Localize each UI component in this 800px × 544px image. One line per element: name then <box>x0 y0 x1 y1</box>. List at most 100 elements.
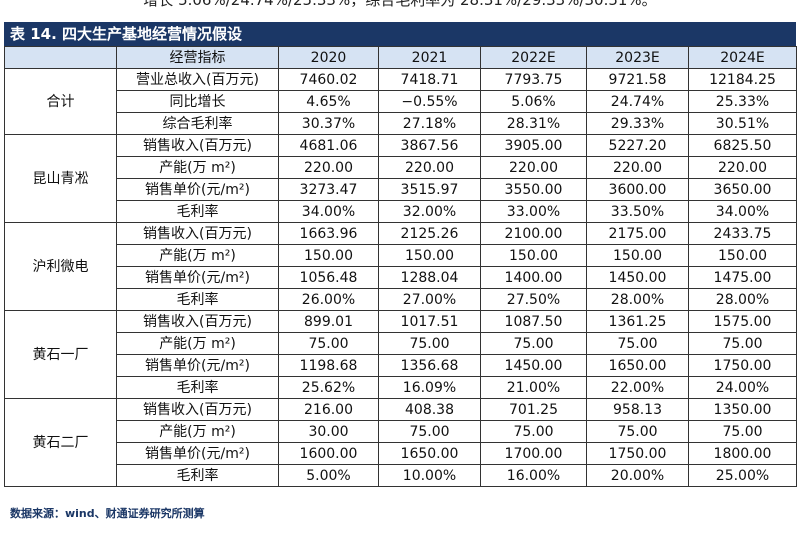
value-cell: 1288.04 <box>378 266 481 289</box>
value-cell: 16.00% <box>480 464 587 487</box>
value-cell: 150.00 <box>688 244 797 267</box>
metric-cell: 销售收入(百万元) <box>116 134 279 157</box>
value-cell: 701.25 <box>480 398 587 421</box>
table-row: 产能(万 m²) 75.00 75.00 75.00 75.00 75.00 <box>5 332 797 355</box>
table-row: 毛利率 5.00% 10.00% 16.00% 20.00% 25.00% <box>5 464 797 487</box>
metric-cell: 综合毛利率 <box>116 112 279 135</box>
value-cell: 150.00 <box>480 244 587 267</box>
value-cell: 75.00 <box>586 332 689 355</box>
header-cell-year: 2023E <box>586 46 689 69</box>
table-row: 产能(万 m²) 150.00 150.00 150.00 150.00 150.00 <box>5 244 797 267</box>
table-row: 沪利微电 销售收入(百万元) 1663.96 2125.26 2100.00 2175.0… <box>4 222 797 311</box>
value-cell: 5227.20 <box>586 134 689 157</box>
value-cell: 27.00% <box>378 288 481 311</box>
value-cell: −0.55% <box>378 90 481 113</box>
value-cell: 3905.00 <box>480 134 587 157</box>
value-cell: 220.00 <box>378 156 481 179</box>
value-cell: 5.06% <box>480 90 587 113</box>
value-cell: 1450.00 <box>586 266 689 289</box>
value-cell: 27.18% <box>378 112 481 135</box>
value-cell: 7793.75 <box>480 68 587 91</box>
header-cell-year: 2021 <box>378 46 481 69</box>
value-cell: 3550.00 <box>480 178 587 201</box>
metric-cell: 毛利率 <box>116 200 279 223</box>
metric-cell: 毛利率 <box>116 376 279 399</box>
metric-cell: 同比增长 <box>116 90 279 113</box>
value-cell: 16.09% <box>378 376 481 399</box>
value-cell: 220.00 <box>688 156 797 179</box>
value-cell: 5.00% <box>278 464 379 487</box>
value-cell: 25.62% <box>278 376 379 399</box>
value-cell: 4.65% <box>278 90 379 113</box>
value-cell: 75.00 <box>586 420 689 443</box>
table-row: 毛利率 26.00% 27.00% 27.50% 28.00% 28.00% <box>5 288 797 311</box>
value-cell: 1600.00 <box>278 442 379 465</box>
table-row: 销售单价(元/m²) 1198.68 1356.68 1450.00 1650.00 17… <box>5 354 797 377</box>
value-cell: 1400.00 <box>480 266 587 289</box>
metric-cell: 销售收入(百万元) <box>116 398 279 421</box>
value-cell: 1700.00 <box>480 442 587 465</box>
table-row: 合计 营业总收入(百万元) 7460.02 7418.71 7793.75 9721.58… <box>4 68 797 135</box>
value-cell: 4681.06 <box>278 134 379 157</box>
table-row: 毛利率 34.00% 32.00% 33.00% 33.50% 34.00% <box>5 200 797 223</box>
value-cell: 24.00% <box>688 376 797 399</box>
value-cell: 1650.00 <box>378 442 481 465</box>
value-cell: 1475.00 <box>688 266 797 289</box>
value-cell: 33.00% <box>480 200 587 223</box>
metric-cell: 销售单价(元/m²) <box>116 354 279 377</box>
value-cell: 12184.25 <box>688 68 797 91</box>
value-cell: 150.00 <box>278 244 379 267</box>
value-cell: 28.31% <box>480 112 587 135</box>
table-title: 表 14. 四大生产基地经营情况假设 <box>4 22 796 46</box>
header-row: 经营指标 2020 2021 2022E 2023E 2024E <box>4 46 797 69</box>
value-cell: 27.50% <box>480 288 587 311</box>
metric-cell: 产能(万 m²) <box>116 332 279 355</box>
metric-cell: 产能(万 m²) <box>116 420 279 443</box>
value-cell: 25.33% <box>688 90 797 113</box>
metric-cell: 营业总收入(百万元) <box>116 68 279 91</box>
value-cell: 9721.58 <box>586 68 689 91</box>
table-row: 销售单价(元/m²) 3273.47 3515.97 3550.00 3600.00 36… <box>5 178 797 201</box>
value-cell: 22.00% <box>586 376 689 399</box>
metric-cell: 销售单价(元/m²) <box>116 442 279 465</box>
value-cell: 75.00 <box>480 332 587 355</box>
value-cell: 34.00% <box>688 200 797 223</box>
value-cell: 29.33% <box>586 112 689 135</box>
value-cell: 34.00% <box>278 200 379 223</box>
value-cell: 1575.00 <box>688 310 797 333</box>
table-row: 黄石二厂 销售收入(百万元) 216.00 408.38 701.25 958.13 135… <box>4 398 797 487</box>
value-cell: 75.00 <box>278 332 379 355</box>
table-row: 销售单价(元/m²) 1056.48 1288.04 1400.00 1450.00 14… <box>5 266 797 289</box>
table-row: 产能(万 m²) 220.00 220.00 220.00 220.00 220.00 <box>5 156 797 179</box>
value-cell: 2100.00 <box>480 222 587 245</box>
value-cell: 21.00% <box>480 376 587 399</box>
value-cell: 3600.00 <box>586 178 689 201</box>
value-cell: 2125.26 <box>378 222 481 245</box>
value-cell: 1087.50 <box>480 310 587 333</box>
table-row: 黄石一厂 销售收入(百万元) 899.01 1017.51 1087.50 1361.25… <box>4 310 797 399</box>
value-cell: 7418.71 <box>378 68 481 91</box>
value-cell: 30.00 <box>278 420 379 443</box>
group-label: 黄石二厂 <box>4 398 117 487</box>
value-cell: 3650.00 <box>688 178 797 201</box>
table-row: 昆山青凇 销售收入(百万元) 4681.06 3867.56 3905.00 5227.2… <box>4 134 797 223</box>
metric-cell: 销售收入(百万元) <box>116 222 279 245</box>
header-cell-year: 2024E <box>688 46 797 69</box>
value-cell: 1017.51 <box>378 310 481 333</box>
operations-assumption-table: 经营指标 2020 2021 2022E 2023E 2024E 合计 营业总收入… <box>4 46 797 487</box>
value-cell: 1361.25 <box>586 310 689 333</box>
value-cell: 30.37% <box>278 112 379 135</box>
metric-cell: 毛利率 <box>116 288 279 311</box>
value-cell: 899.01 <box>278 310 379 333</box>
value-cell: 33.50% <box>586 200 689 223</box>
metric-cell: 毛利率 <box>116 464 279 487</box>
header-cell-group <box>4 46 117 69</box>
value-cell: 28.00% <box>688 288 797 311</box>
value-cell: 75.00 <box>688 420 797 443</box>
table-row: 销售单价(元/m²) 1600.00 1650.00 1700.00 1750.00 18… <box>5 442 797 465</box>
value-cell: 150.00 <box>378 244 481 267</box>
header-cell-metric: 经营指标 <box>116 46 279 69</box>
value-cell: 2175.00 <box>586 222 689 245</box>
value-cell: 25.00% <box>688 464 797 487</box>
value-cell: 32.00% <box>378 200 481 223</box>
